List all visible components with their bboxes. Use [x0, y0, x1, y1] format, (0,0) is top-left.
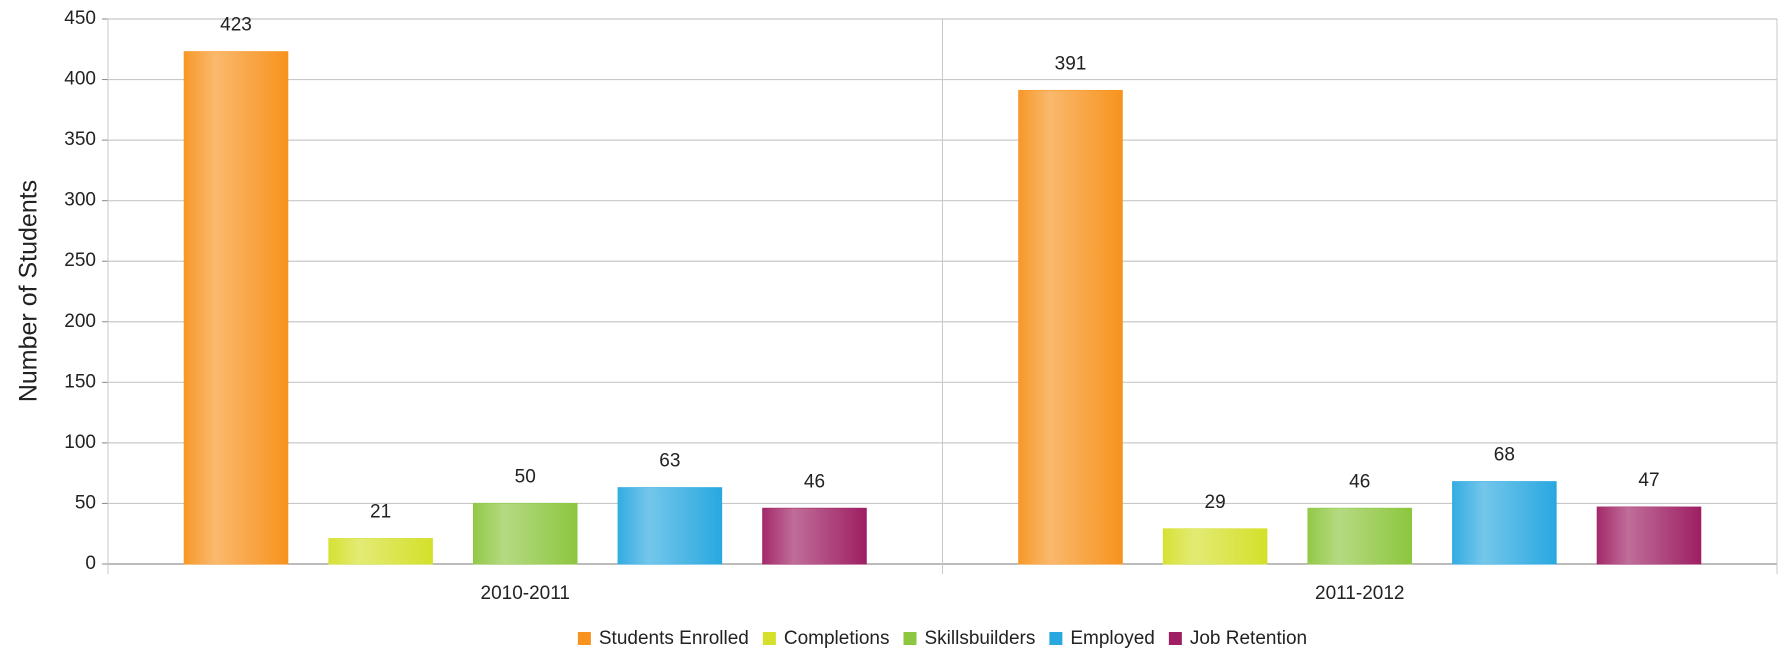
y-tick-label: 450 — [64, 8, 96, 29]
y-tick-label: 50 — [75, 492, 96, 513]
legend-label: Students Enrolled — [599, 628, 749, 649]
bar-shine — [762, 508, 867, 564]
legend-label: Job Retention — [1190, 628, 1307, 649]
bar-shine — [1452, 481, 1557, 564]
data-label: 29 — [1205, 492, 1226, 513]
x-tick-label: 2010-2011 — [481, 583, 570, 604]
y-tick-label: 150 — [64, 371, 96, 392]
data-label: 63 — [659, 451, 680, 472]
legend-label: Completions — [784, 628, 890, 649]
legend-swatch — [903, 632, 917, 645]
y-tick-label: 100 — [64, 432, 96, 453]
bar-shine — [618, 487, 722, 564]
data-label: 423 — [220, 15, 252, 36]
y-axis-label: Number of Students — [15, 180, 43, 402]
legend-label: Employed — [1070, 628, 1155, 649]
bar-shine — [1018, 90, 1123, 564]
bar-shine — [1307, 508, 1412, 564]
y-tick-label: 400 — [64, 69, 96, 90]
legend-label: Skillsbuilders — [924, 628, 1035, 649]
data-label: 21 — [370, 502, 391, 523]
bar-shine — [1597, 507, 1701, 564]
data-label: 391 — [1055, 53, 1087, 74]
data-label: 50 — [515, 466, 536, 487]
data-label: 68 — [1494, 445, 1515, 466]
y-tick-label: 250 — [64, 250, 96, 271]
y-tick-label: 350 — [64, 129, 96, 150]
bar-shine — [473, 503, 578, 564]
legend-swatch — [1049, 632, 1063, 645]
legend-swatch — [577, 632, 591, 645]
y-tick-label: 300 — [64, 190, 96, 211]
bar-shine — [328, 538, 433, 564]
data-label: 46 — [1349, 471, 1370, 492]
y-tick-label: 0 — [85, 553, 96, 574]
y-tick-label: 200 — [64, 311, 96, 332]
legend-swatch — [762, 632, 776, 645]
bar-shine — [184, 51, 288, 564]
legend-swatch — [1168, 632, 1182, 645]
x-tick-label: 2011-2012 — [1315, 583, 1404, 604]
data-label: 46 — [804, 471, 825, 492]
data-label: 47 — [1638, 470, 1659, 491]
bar-shine — [1163, 528, 1267, 564]
